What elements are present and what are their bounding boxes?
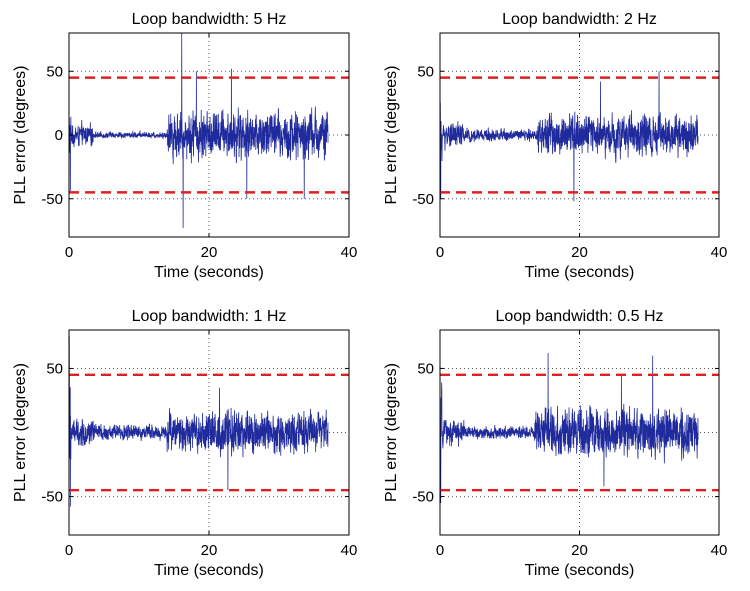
y-tick-label: 50 xyxy=(417,63,434,80)
y-tick-label: -50 xyxy=(412,489,434,506)
signal-series-line xyxy=(68,32,329,229)
y-tick-label: -50 xyxy=(412,191,434,208)
y-axis-label: PLL error (degrees) xyxy=(12,363,29,502)
chart-panel-3: Loop bandwidth: 1 Hz 0 20 40 -50 50 Time (seco… xyxy=(12,308,357,579)
x-tick-label: 0 xyxy=(65,244,73,261)
y-axis-label: PLL error (degrees) xyxy=(383,363,400,502)
y-axis-label: PLL error (degrees) xyxy=(12,65,29,204)
signal-series-line xyxy=(439,353,699,503)
x-axis-label: Time (seconds) xyxy=(154,264,264,281)
signal-series-line xyxy=(439,71,699,202)
chart-title: Loop bandwidth: 1 Hz xyxy=(132,308,287,325)
x-tick-label: 40 xyxy=(341,542,358,559)
x-tick-label: 0 xyxy=(65,542,73,559)
x-axis-label: Time (seconds) xyxy=(525,562,635,579)
x-tick-label: 40 xyxy=(711,244,728,261)
chart-title: Loop bandwidth: 5 Hz xyxy=(132,11,287,28)
y-axis-label: PLL error (degrees) xyxy=(383,65,400,204)
x-tick-label: 0 xyxy=(436,542,444,559)
chart-title: Loop bandwidth: 0.5 Hz xyxy=(495,308,663,325)
x-tick-label: 20 xyxy=(201,244,218,261)
signal-series-line xyxy=(68,336,329,507)
x-tick-label: 20 xyxy=(571,244,588,261)
x-tick-label: 40 xyxy=(341,244,358,261)
x-tick-label: 0 xyxy=(436,244,444,261)
y-tick-label: -50 xyxy=(41,191,63,208)
y-tick-label: -50 xyxy=(41,489,63,506)
chart-panel-2: Loop bandwidth: 2 Hz 0 20 40 -50 50 Time (seco… xyxy=(383,11,727,281)
x-axis-label: Time (seconds) xyxy=(154,562,264,579)
x-tick-label: 40 xyxy=(711,542,728,559)
x-tick-label: 20 xyxy=(201,542,218,559)
chart-panel-4: Loop bandwidth: 0.5 Hz 0 20 40 -50 50 Time (se… xyxy=(383,308,727,579)
x-tick-label: 20 xyxy=(571,542,588,559)
y-tick-label: 50 xyxy=(46,63,63,80)
chart-title: Loop bandwidth: 2 Hz xyxy=(502,11,657,28)
y-tick-label: 0 xyxy=(55,127,63,144)
y-tick-label: 50 xyxy=(417,360,434,377)
y-tick-label: 50 xyxy=(46,360,63,377)
x-axis-label: Time (seconds) xyxy=(525,264,635,281)
chart-panel-1: Loop bandwidth: 5 Hz 0 20 40 -50 0 50 Time (sec… xyxy=(12,11,357,281)
